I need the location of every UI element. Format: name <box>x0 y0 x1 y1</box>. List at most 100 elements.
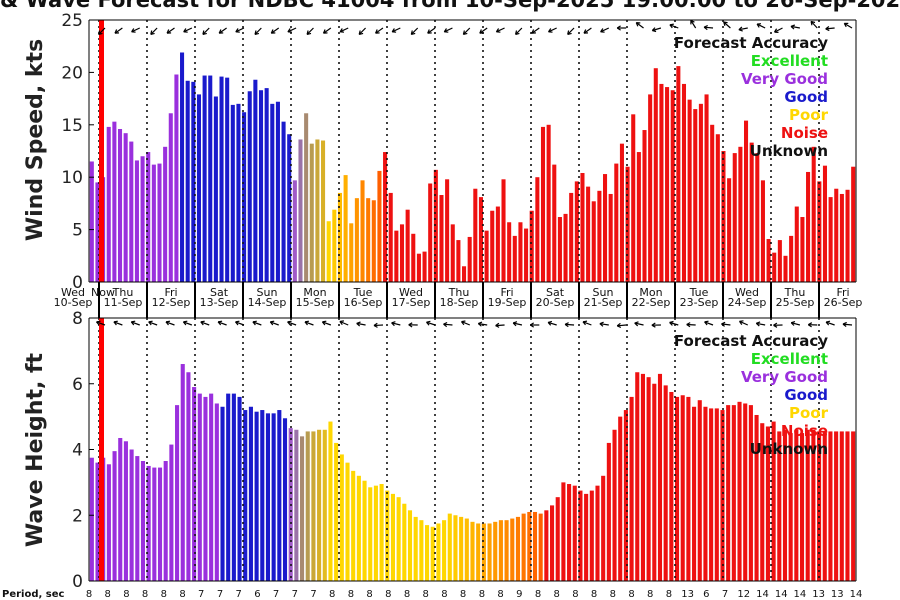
wave-bar <box>430 526 435 581</box>
direction-arrow-head <box>723 21 726 26</box>
direction-arrow <box>774 27 783 33</box>
wave-bar <box>743 403 748 582</box>
wave-bar <box>521 513 526 581</box>
direction-arrow <box>479 27 488 34</box>
wave-bar <box>220 406 225 581</box>
wave-bar <box>163 461 168 581</box>
wind-bar <box>196 94 201 282</box>
wind-bar <box>123 133 128 282</box>
wave-bar <box>657 373 663 581</box>
wind-bar <box>512 235 517 282</box>
wind-bar <box>777 240 782 282</box>
wind-bar <box>744 120 749 282</box>
date-label: 16-Sep <box>344 296 383 309</box>
wind-bar <box>772 252 777 282</box>
period-value: 8 <box>142 589 148 600</box>
direction-arrow-head <box>825 321 830 326</box>
wave-bar <box>498 520 503 581</box>
direction-arrow <box>565 323 575 326</box>
wave-bar <box>555 497 560 581</box>
direction-arrow <box>582 321 592 326</box>
wave-bar <box>123 441 128 581</box>
direction-arrow-head <box>651 324 656 328</box>
wave-bar <box>436 523 441 581</box>
direction-arrow-head <box>739 320 743 325</box>
date-label: 22-Sep <box>632 296 671 309</box>
wind-bar <box>546 124 551 282</box>
date-label: 21-Sep <box>584 296 623 309</box>
wind-bar <box>614 163 619 282</box>
wind-bar <box>433 169 438 282</box>
wave-bar <box>265 413 271 581</box>
wind-bar <box>636 152 641 282</box>
wave-bar <box>646 377 651 581</box>
direction-arrow-head <box>202 32 207 35</box>
wave-bar <box>652 383 657 581</box>
wave-bar <box>328 421 333 581</box>
wind-bar <box>275 101 280 283</box>
direction-arrow <box>515 27 523 35</box>
direction-arrow-head <box>98 32 103 35</box>
direction-arrow-head <box>529 324 535 328</box>
direction-arrow <box>496 27 505 33</box>
day-of-week-label: Tue <box>353 286 373 299</box>
date-label: 18-Sep <box>440 296 479 309</box>
direction-arrow-head <box>515 32 520 35</box>
wind-bar <box>659 83 664 283</box>
wind-bar <box>140 156 145 282</box>
day-of-week-label: Thu <box>112 286 134 299</box>
date-label: 12-Sep <box>152 296 191 309</box>
wind-bar <box>648 94 653 282</box>
direction-arrow-head <box>235 321 239 326</box>
wave-y-tick-label: 4 <box>72 441 83 461</box>
wave-bar <box>697 400 702 581</box>
wind-bar <box>478 197 483 282</box>
period-row: Period, sec 8 8 8 8 8 8 7 7 7 6 7 7 7 8 8 8 8 8 8 8 8 8 8 9 8 8 8 8 8… <box>2 589 862 600</box>
wind-bar <box>388 192 393 282</box>
direction-arrow-head <box>634 322 639 327</box>
direction-arrow-head <box>843 23 847 28</box>
wind-bar <box>416 253 421 282</box>
direction-arrow-head <box>810 21 813 26</box>
wave-bar <box>612 429 617 581</box>
wave-bar <box>339 454 344 581</box>
date-label: 24-Sep <box>728 296 767 309</box>
wave-y-tick-label: 6 <box>72 375 83 395</box>
direction-arrow <box>235 321 245 326</box>
wind-bar <box>619 143 624 282</box>
wind-bar <box>106 126 111 283</box>
wind-bar <box>456 240 461 282</box>
direction-arrow <box>461 321 471 326</box>
wind-bar <box>230 104 235 282</box>
wave-bar <box>180 364 185 581</box>
direction-arrow <box>825 321 835 326</box>
wind-speed-axis-label: Wind Speed, kts <box>23 39 48 241</box>
wave-bar <box>771 421 776 581</box>
direction-arrow <box>322 321 332 326</box>
now-label: Now <box>91 286 115 299</box>
direction-arrow-head <box>339 321 343 326</box>
period-value: 8 <box>86 589 92 600</box>
wind-bar <box>552 164 557 282</box>
direction-arrow-head <box>599 323 604 327</box>
wave-bar <box>527 511 532 581</box>
wind-bar <box>439 195 444 282</box>
wind-bar <box>608 193 613 282</box>
wind-bar <box>270 103 275 282</box>
direction-arrow-head <box>287 321 291 326</box>
wave-bar <box>788 433 793 581</box>
wind-bar <box>445 179 450 282</box>
direction-arrow <box>600 27 610 33</box>
direction-arrow-head <box>773 324 778 328</box>
direction-arrow-head <box>686 324 691 328</box>
direction-arrow-head <box>408 324 413 328</box>
period-value: 8 <box>628 589 634 600</box>
wave-bar <box>845 431 850 581</box>
wind-bar <box>163 146 168 282</box>
wind-bar <box>574 181 579 282</box>
direction-arrow <box>443 323 453 326</box>
direction-arrow <box>531 27 540 34</box>
wind-bar <box>208 75 213 282</box>
direction-arrow-head <box>373 324 378 328</box>
wind-bar <box>603 174 608 282</box>
